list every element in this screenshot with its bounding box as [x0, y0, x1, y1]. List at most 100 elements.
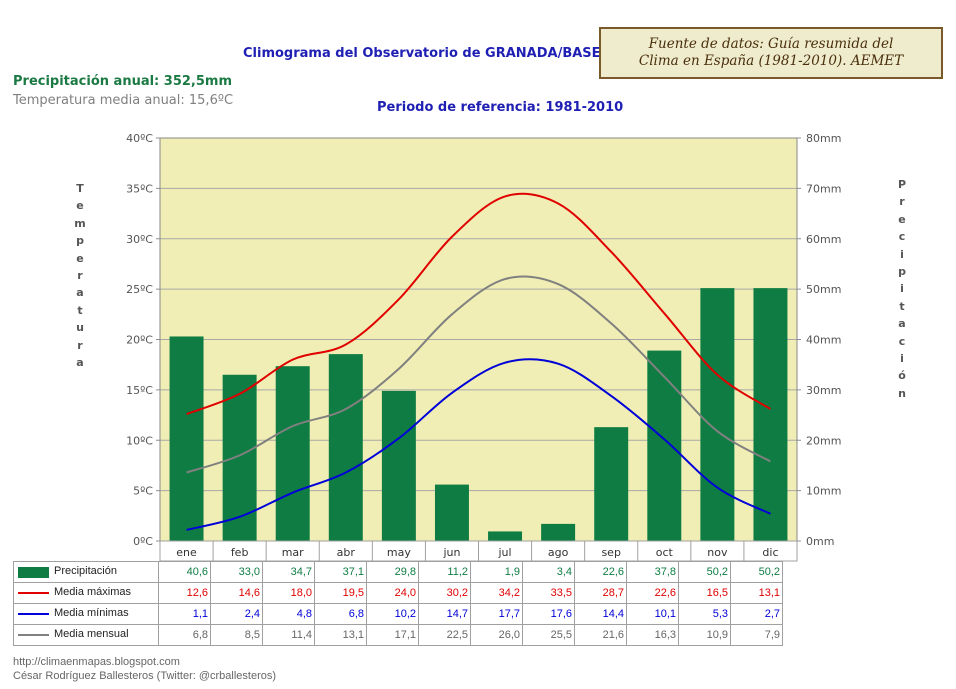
table-cell: 40,6 [158, 561, 211, 583]
chart-title: Climograma del Observatorio de GRANADA/B… [243, 46, 653, 61]
table-cell: 14,7 [418, 603, 471, 625]
right-tick-label: 80mm [806, 132, 841, 145]
left-tick-label: 15ºC [126, 384, 153, 397]
axis-label-letter: u [76, 321, 84, 335]
table-cell: 22,6 [626, 582, 679, 604]
axis-label-letter: ó [898, 369, 906, 383]
table-cell: 26,0 [470, 624, 523, 646]
table-cell: 14,6 [210, 582, 263, 604]
table-cell: 50,2 [730, 561, 783, 583]
table-cell: 18,0 [262, 582, 315, 604]
data-table: Precipitación 40,6 33,0 34,7 37,1 29,8 11,2 1,9… [13, 561, 783, 646]
axis-label-letter: i [900, 247, 904, 261]
table-cell: 11,2 [418, 561, 471, 583]
axis-label-letter: i [900, 282, 904, 296]
month-label: mar [282, 546, 304, 559]
table-cell: 50,2 [678, 561, 731, 583]
table-cell: 29,8 [366, 561, 419, 583]
precipitation-bar [275, 366, 310, 541]
month-label: ene [176, 546, 197, 559]
axis-label-letter: p [898, 265, 906, 279]
axis-label-letter: a [898, 317, 906, 331]
right-tick-label: 70mm [806, 182, 841, 195]
table-cell: 33,0 [210, 561, 263, 583]
axis-label-letter: r [77, 269, 83, 283]
table-cell: 17,6 [522, 603, 575, 625]
axis-label-letter: r [899, 195, 905, 209]
axis-label-letter: p [76, 234, 84, 248]
table-cell: 24,0 [366, 582, 419, 604]
table-cell: 1,1 [158, 603, 211, 625]
table-row: Media mensual 6,8 8,5 11,4 13,1 17,1 22,5 26,0 2… [13, 624, 783, 646]
legend-label: Media mensual [54, 628, 129, 640]
axis-label-letter: c [898, 230, 906, 244]
precipitation-bar [434, 484, 469, 541]
mean-temperature-line [186, 275, 771, 474]
table-cell: 7,9 [730, 624, 783, 646]
legend-swatch-precipitation [18, 567, 49, 578]
source-line-1: Fuente de datos: Guía resumida del [648, 36, 894, 52]
left-tick-label: 10ºC [126, 434, 153, 447]
table-cell: 34,2 [470, 582, 523, 604]
axis-label-letter: e [898, 212, 906, 226]
right-tick-label: 60mm [806, 233, 841, 246]
axis-label-letter: r [77, 338, 83, 352]
table-row: Precipitación 40,6 33,0 34,7 37,1 29,8 11,2 1,9… [13, 561, 783, 583]
table-cell: 2,4 [210, 603, 263, 625]
table-cell: 13,1 [730, 582, 783, 604]
axis-label-letter: t [899, 299, 905, 313]
table-row: Media máximas 12,6 14,6 18,0 19,5 24,0 30,2 34,… [13, 582, 783, 604]
right-tick-label: 20mm [806, 434, 841, 447]
legend-label: Media mínimas [54, 607, 129, 619]
annual-temperature: Temperatura media anual: 15,6ºC [13, 93, 234, 108]
table-cell: 10,9 [678, 624, 731, 646]
table-cell: 37,8 [626, 561, 679, 583]
table-cell: 13,1 [314, 624, 367, 646]
footer-blog-url[interactable]: http://climaenmapas.blogspot.com [13, 656, 180, 668]
right-tick-label: 0mm [806, 535, 834, 548]
footer-author: César Rodríguez Ballesteros (Twitter: @c… [13, 670, 277, 682]
legend-cell: Media máximas [13, 582, 159, 604]
axis-label-letter: a [76, 286, 84, 300]
table-cell: 28,7 [574, 582, 627, 604]
axis-label-letter: T [76, 182, 84, 195]
legend-label: Media máximas [54, 586, 132, 598]
axis-label-letter: e [76, 199, 84, 213]
left-tick-label: 30ºC [126, 233, 153, 246]
table-cell: 4,8 [262, 603, 315, 625]
precipitation-bar [647, 350, 682, 541]
left-tick-label: 25ºC [126, 283, 153, 296]
right-tick-label: 10mm [806, 485, 841, 498]
month-label: may [387, 546, 411, 559]
table-cell: 16,5 [678, 582, 731, 604]
table-cell: 6,8 [158, 624, 211, 646]
max-temperature-line [186, 192, 771, 415]
table-row: Media mínimas 1,1 2,4 4,8 6,8 10,2 14,7 17,7 17,… [13, 603, 783, 625]
table-cell: 14,4 [574, 603, 627, 625]
table-cell: 34,7 [262, 561, 315, 583]
table-cell: 17,1 [366, 624, 419, 646]
table-cell: 1,9 [470, 561, 523, 583]
precipitation-bar [169, 336, 204, 541]
left-tick-label: 40ºC [126, 132, 153, 145]
table-cell: 37,1 [314, 561, 367, 583]
precipitation-bar [381, 390, 416, 541]
table-cell: 22,6 [574, 561, 627, 583]
month-label: oct [656, 546, 674, 559]
month-label: abr [337, 546, 356, 559]
precipitation-bar [541, 523, 576, 541]
right-tick-label: 40mm [806, 334, 841, 347]
legend-cell: Media mínimas [13, 603, 159, 625]
precipitation-bar [753, 288, 788, 541]
left-tick-label: 35ºC [126, 182, 153, 195]
month-label: dic [762, 546, 778, 559]
precipitation-bar [594, 427, 629, 541]
data-source-box: Fuente de datos: Guía resumida del Clima… [599, 27, 943, 79]
table-cell: 19,5 [314, 582, 367, 604]
axis-label-letter: n [898, 386, 906, 400]
table-cell: 6,8 [314, 603, 367, 625]
table-cell: 30,2 [418, 582, 471, 604]
legend-swatch-line [18, 592, 49, 594]
